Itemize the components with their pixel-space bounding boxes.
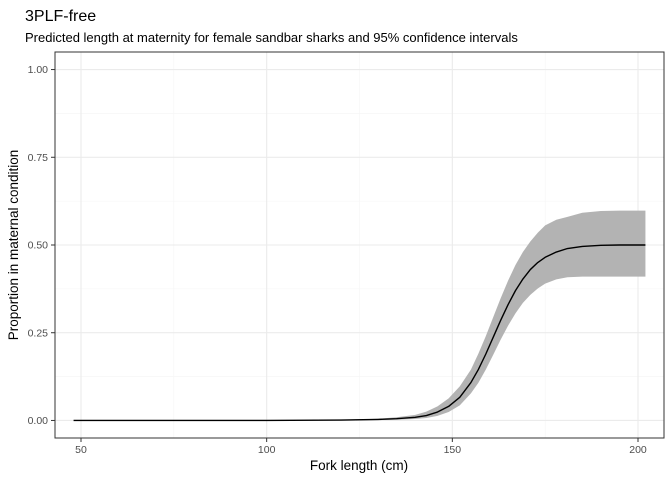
data-layer: [73, 210, 646, 422]
y-axis-title: Proportion in maternal condition: [6, 150, 21, 341]
x-tick-label: 50: [75, 444, 87, 456]
y-tick-label: 0.50: [28, 240, 49, 252]
prediction-line: [73, 244, 646, 422]
x-tick-label: 100: [258, 444, 276, 456]
y-tick-label: 0.75: [28, 152, 49, 164]
x-axis-title: Fork length (cm): [310, 458, 408, 473]
y-tick-label: 1.00: [28, 64, 49, 76]
chart-subtitle: Predicted length at maternity for female…: [25, 30, 518, 45]
y-tick-label: 0.25: [28, 327, 49, 339]
y-tick-label: 0.00: [28, 415, 49, 427]
x-axis: 50 100 150 200: [75, 438, 647, 456]
chart-title: 3PLF-free: [25, 8, 96, 25]
confidence-ribbon: [73, 210, 646, 421]
x-tick-label: 200: [629, 444, 647, 456]
x-tick-label: 150: [444, 444, 462, 456]
y-axis: 0.00 0.25 0.50 0.75 1.00: [28, 64, 55, 427]
